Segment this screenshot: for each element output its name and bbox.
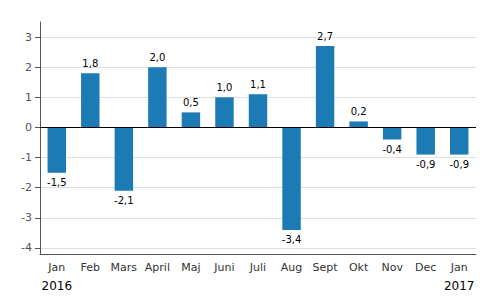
svg-text:Okt: Okt	[349, 261, 369, 274]
svg-text:-1: -1	[21, 151, 32, 164]
svg-text:Maj: Maj	[181, 261, 200, 274]
svg-text:-0,9: -0,9	[416, 159, 436, 170]
svg-text:Feb: Feb	[81, 261, 100, 274]
svg-text:Jan: Jan	[450, 261, 468, 274]
svg-text:-0,9: -0,9	[449, 159, 469, 170]
svg-text:Nov: Nov	[381, 261, 403, 274]
svg-text:Juni: Juni	[213, 261, 234, 274]
svg-text:1: 1	[25, 91, 32, 104]
svg-text:-4: -4	[21, 241, 32, 254]
svg-text:2,7: 2,7	[317, 31, 333, 42]
svg-text:-3: -3	[21, 211, 32, 224]
svg-text:-2: -2	[21, 181, 32, 194]
svg-text:Juli: Juli	[249, 261, 266, 274]
svg-text:2: 2	[25, 61, 32, 74]
svg-text:3: 3	[25, 31, 32, 44]
svg-text:Jan: Jan	[47, 261, 65, 274]
svg-text:0: 0	[25, 121, 32, 134]
svg-text:2,0: 2,0	[149, 52, 165, 63]
svg-text:1,0: 1,0	[217, 82, 233, 93]
svg-text:1,1: 1,1	[250, 79, 266, 90]
svg-text:Dec: Dec	[415, 261, 436, 274]
svg-text:-3,4: -3,4	[282, 234, 302, 245]
svg-text:-2,1: -2,1	[114, 195, 134, 206]
svg-text:April: April	[145, 261, 170, 274]
svg-text:0,2: 0,2	[351, 106, 367, 117]
svg-text:-0,4: -0,4	[382, 144, 402, 155]
svg-text:1,8: 1,8	[82, 58, 98, 69]
svg-text:Sept: Sept	[313, 261, 339, 274]
svg-text:-1,5: -1,5	[47, 177, 67, 188]
svg-text:2016: 2016	[41, 279, 72, 293]
svg-text:Mars: Mars	[111, 261, 138, 274]
svg-text:Aug: Aug	[281, 261, 302, 274]
svg-text:0,5: 0,5	[183, 97, 199, 108]
svg-text:2017: 2017	[444, 279, 475, 293]
